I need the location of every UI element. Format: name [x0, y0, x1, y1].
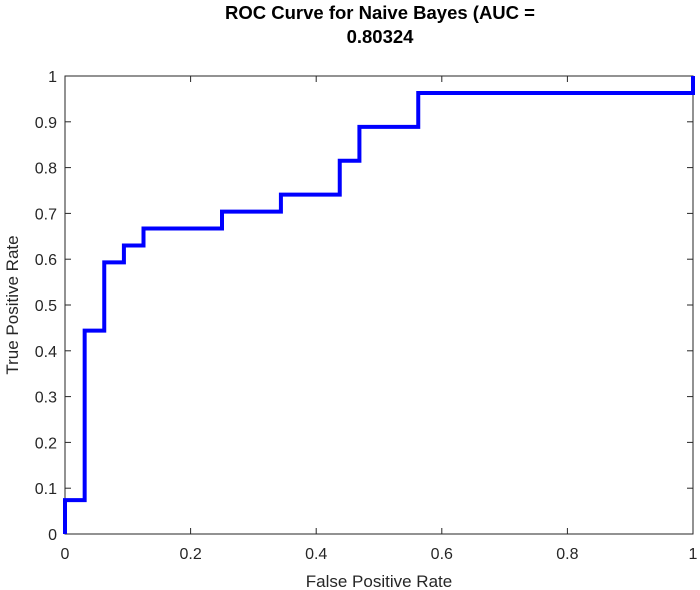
y-tick-label: 0.8 — [35, 161, 57, 178]
y-axis: 0 0.1 0.2 0.3 0.4 0.5 0.6 0.7 0.8 0.9 1 — [35, 69, 693, 544]
x-tick-label: 0.4 — [305, 546, 327, 563]
x-tick-label: 0 — [61, 546, 70, 563]
chart-title-line-2: 0.80324 — [347, 26, 415, 47]
x-tick-label: 0.8 — [556, 546, 578, 563]
y-tick-label: 0.9 — [35, 115, 57, 132]
y-tick-label: 0.2 — [35, 435, 57, 452]
y-tick-label: 0 — [48, 527, 57, 544]
x-tick-label: 0.2 — [179, 546, 201, 563]
x-axis: 0 0.2 0.4 0.6 0.8 1 — [61, 76, 698, 563]
y-tick-label: 0.5 — [35, 298, 57, 315]
y-axis-label: True Positive Rate — [3, 235, 22, 374]
y-tick-label: 0.1 — [35, 481, 57, 498]
x-axis-label: False Positive Rate — [306, 572, 452, 590]
y-tick-label: 0.6 — [35, 252, 57, 269]
y-tick-label: 1 — [48, 69, 57, 86]
y-tick-label: 0.7 — [35, 206, 57, 223]
chart-title-line-1: ROC Curve for Naive Bayes (AUC = — [225, 2, 535, 23]
plot-area — [64, 75, 694, 535]
x-tick-label: 0.6 — [431, 546, 453, 563]
roc-curve-line — [63, 76, 695, 534]
x-tick-label: 1 — [689, 546, 698, 563]
y-tick-label: 0.3 — [35, 390, 57, 407]
y-tick-label: 0.4 — [35, 344, 57, 361]
